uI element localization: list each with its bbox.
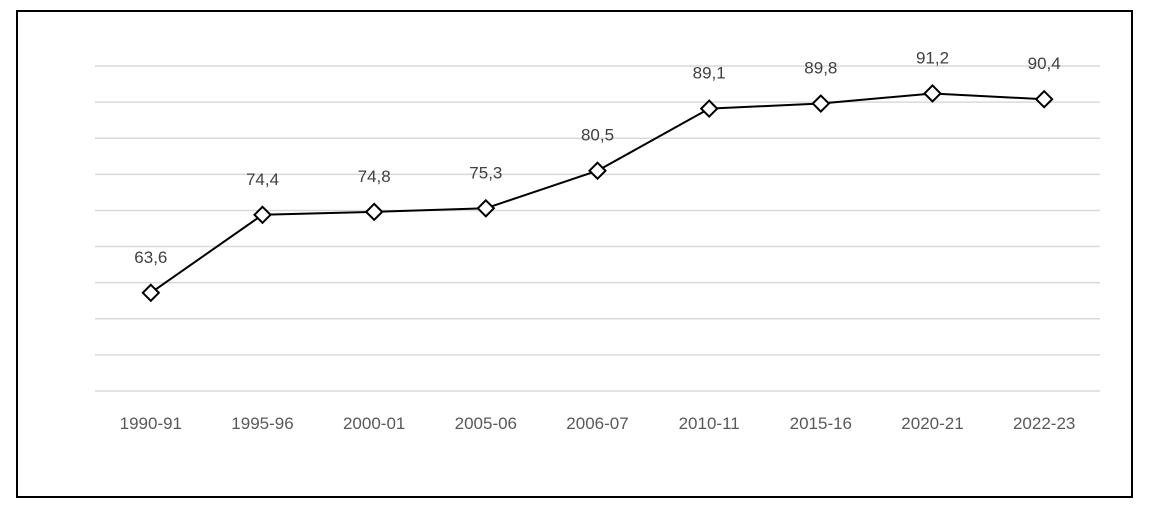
data-label: 75,3 [469,163,502,182]
data-point-marker [141,283,161,303]
x-axis-label: 1990-91 [120,414,182,433]
data-point-marker [923,84,942,103]
series-line [150,92,1045,294]
data-point-marker [699,99,719,119]
data-point-marker [588,161,607,181]
data-label: 90,4 [1028,54,1061,73]
data-label: 74,8 [358,167,391,186]
data-label: 91,2 [916,48,949,67]
data-label: 89,8 [804,59,837,78]
data-label: 80,5 [581,126,614,145]
x-axis-label: 2010-11 [679,414,740,433]
chart-frame: 63,6 74,4 74,8 75,3 80,5 89,1 89,8 91,2 90,4 1990… [16,10,1133,498]
line-chart: 63,6 74,4 74,8 75,3 80,5 89,1 89,8 91,2 90,4 1990… [95,48,1100,433]
data-point-marker [1034,89,1054,109]
x-axis-label: 2015-16 [790,414,852,433]
data-label: 89,1 [693,64,726,83]
data-point-marker [364,202,384,222]
data-label: 74,4 [246,170,279,189]
x-axis-label: 2006-07 [566,414,628,433]
data-label: 63,6 [134,248,167,267]
x-axis-label: 2022-23 [1013,414,1075,433]
x-axis-label: 1995-96 [231,414,293,433]
x-axis-label: 2020-21 [901,414,963,433]
data-point-marker [811,94,831,113]
data-point-marker [476,198,496,218]
x-axis-label: 2000-01 [343,414,405,433]
x-axis-label: 2005-06 [455,414,517,433]
data-point-marker [253,205,272,225]
